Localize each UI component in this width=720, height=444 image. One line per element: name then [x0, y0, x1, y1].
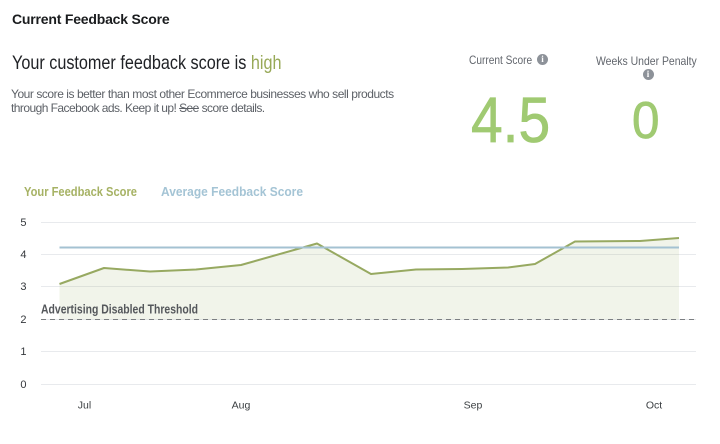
- svg-text:Sep: Sep: [464, 400, 483, 412]
- svg-text:2: 2: [20, 314, 26, 326]
- svg-text:4: 4: [20, 249, 26, 261]
- svg-text:Aug: Aug: [232, 400, 251, 412]
- svg-text:1: 1: [20, 346, 26, 358]
- svg-text:Oct: Oct: [646, 400, 662, 412]
- svg-text:5: 5: [20, 217, 26, 229]
- svg-text:Advertising Disabled Threshold: Advertising Disabled Threshold: [41, 303, 198, 317]
- svg-text:Your Feedback Score: Your Feedback Score: [24, 185, 137, 199]
- svg-text:0: 0: [20, 379, 26, 391]
- svg-text:Jul: Jul: [78, 400, 91, 412]
- svg-text:3: 3: [20, 281, 26, 293]
- svg-text:Average Feedback Score: Average Feedback Score: [161, 185, 303, 199]
